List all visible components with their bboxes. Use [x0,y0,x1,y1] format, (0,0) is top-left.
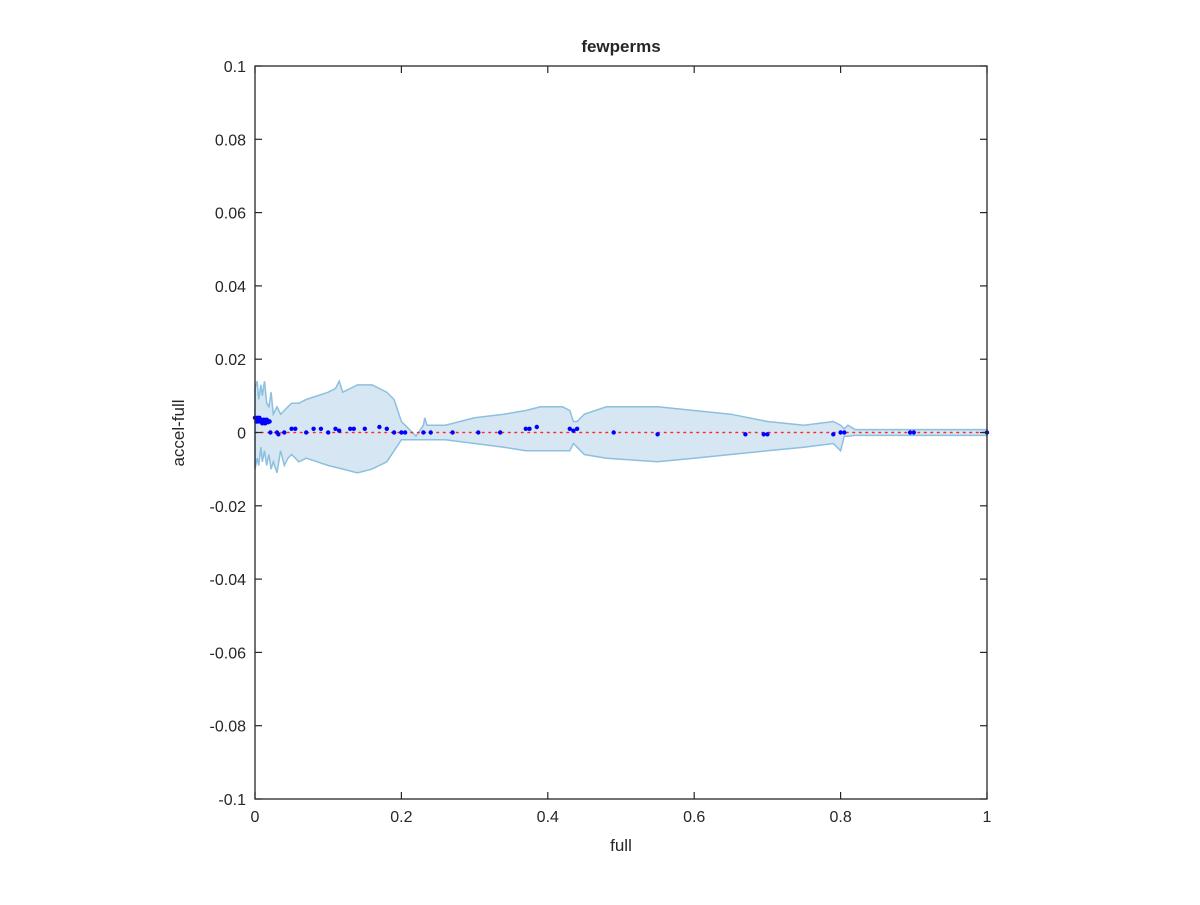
data-point-22 [276,432,281,437]
y-tick-label-4: 0.02 [215,352,246,369]
data-point-40 [421,430,426,435]
x-tick-label-1: 0.2 [390,809,412,826]
data-point-26 [304,430,309,435]
data-point-46 [527,426,532,431]
data-point-49 [571,428,576,433]
data-point-43 [476,430,481,435]
data-point-41 [428,430,433,435]
data-point-58 [842,430,847,435]
data-point-57 [838,430,843,435]
y-tick-label-7: -0.04 [210,572,247,589]
axes: 0 0.2 0.4 0.6 0.8 1 0.1 0.08 0.06 0.04 0.02 0 -0.02 -… [210,59,992,826]
data-point-54 [761,432,766,437]
data-point-55 [765,432,770,437]
data-point-33 [351,426,356,431]
data-point-31 [337,428,342,433]
data-point-20 [268,430,273,435]
data-point-37 [391,430,397,435]
data-point-29 [326,430,331,435]
y-tick-label-3: 0.04 [215,279,246,296]
data-point-28 [318,426,324,431]
plot-area [252,379,990,474]
data-point-53 [743,432,748,437]
data-point-47 [534,424,539,430]
data-point-32 [348,426,353,431]
data-point-51 [611,430,616,435]
data-point-34 [362,426,367,431]
x-tick-label-2: 0.4 [537,809,559,826]
data-point-24 [289,426,294,431]
data-point-59 [907,430,913,435]
data-point-60 [911,430,916,435]
data-point-52 [655,432,660,437]
x-tick-label-5: 1 [983,809,992,826]
y-tick-label-0: 0.1 [224,59,246,76]
chart-title: fewperms [581,37,660,56]
y-tick-label-1: 0.08 [215,132,246,149]
data-point-19 [267,419,272,424]
data-point-38 [399,430,404,435]
y-tick-label-2: 0.06 [215,206,246,223]
y-axis-label: accel-full [169,399,188,466]
x-axis-label: full [610,836,632,855]
data-point-36 [384,426,389,431]
x-tick-label-3: 0.6 [683,809,705,826]
y-tick-label-6: -0.02 [210,499,247,516]
data-point-45 [523,426,528,431]
confidence-band [254,379,988,474]
data-point-50 [574,426,580,431]
data-point-56 [831,432,836,437]
data-point-39 [402,430,408,435]
y-tick-label-10: -0.1 [218,792,246,809]
data-point-35 [377,424,382,430]
y-tick-label-5: 0 [237,426,246,443]
data-point-42 [450,430,455,435]
data-point-44 [498,430,503,435]
y-tick-label-8: -0.06 [210,645,247,662]
data-point-48 [567,426,572,431]
x-tick-label-0: 0 [251,809,260,826]
data-point-30 [333,426,338,431]
data-point-25 [293,426,298,431]
data-point-23 [282,430,287,435]
data-point-27 [311,426,316,431]
x-tick-label-4: 0.8 [829,809,851,826]
y-tick-label-9: -0.08 [210,719,247,736]
